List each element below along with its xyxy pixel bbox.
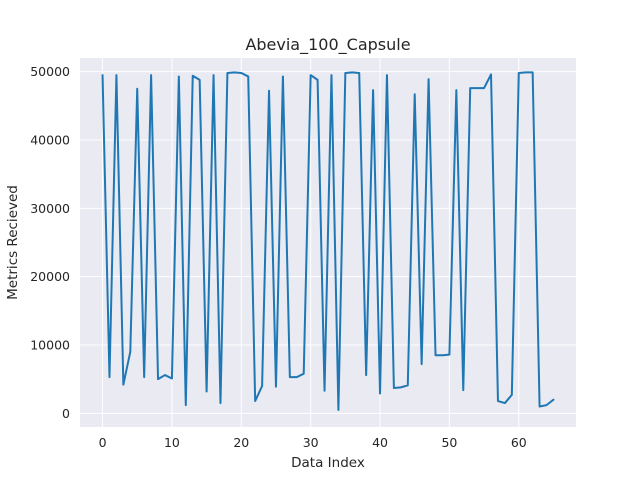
chart-title: Abevia_100_Capsule (245, 35, 410, 55)
y-tick-label: 10000 (30, 338, 70, 353)
x-tick-label: 60 (511, 435, 527, 450)
y-axis-label: Metrics Recieved (5, 185, 21, 300)
x-tick-labels: 0 10 20 30 40 50 60 (99, 435, 527, 450)
y-tick-label: 0 (62, 406, 70, 421)
y-tick-label: 30000 (30, 201, 70, 216)
x-axis-label: Data Index (291, 455, 365, 471)
x-tick-label: 20 (233, 435, 249, 450)
y-tick-label: 20000 (30, 269, 70, 284)
y-tick-labels: 0 10000 20000 30000 40000 50000 (30, 64, 70, 421)
x-tick-label: 30 (303, 435, 319, 450)
series-line (101, 71, 555, 411)
x-tick-label: 0 (99, 435, 107, 450)
x-tick-label: 50 (441, 435, 457, 450)
x-tick-label: 40 (372, 435, 388, 450)
x-tick-label: 10 (164, 435, 180, 450)
y-tick-label: 50000 (30, 64, 70, 79)
y-tick-label: 40000 (30, 133, 70, 148)
